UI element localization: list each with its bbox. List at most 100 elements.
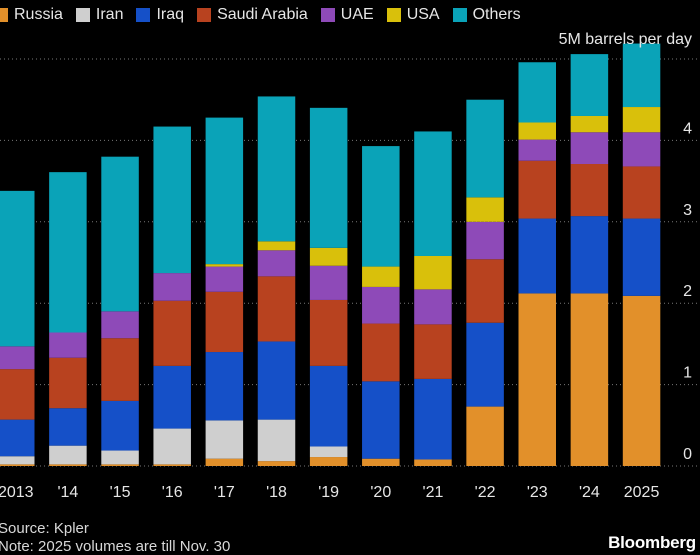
bar-segment-russia-18 bbox=[257, 461, 296, 466]
bar-segment-saudi-arabia-16 bbox=[153, 300, 191, 366]
bar-segment-iraq-19 bbox=[309, 365, 348, 447]
legend-item-iraq: Iraq bbox=[136, 6, 184, 24]
bar-segment-usa-19 bbox=[309, 247, 348, 266]
legend-swatch bbox=[0, 8, 8, 22]
bar-segment-russia-25 bbox=[622, 295, 661, 466]
x-tick-label: 2013 bbox=[0, 484, 34, 501]
legend-swatch bbox=[75, 8, 90, 22]
bar-segment-saudi-arabia-19 bbox=[309, 299, 348, 366]
bar-segment-uae-24 bbox=[570, 132, 609, 165]
bar-segment-saudi-arabia-21 bbox=[414, 324, 452, 379]
bar-segment-usa-22 bbox=[466, 197, 504, 222]
x-tick-label: '22 bbox=[475, 484, 496, 501]
y-tick-label: 1 bbox=[683, 365, 692, 382]
y-tick-label: 4 bbox=[683, 120, 692, 137]
bar-segment-russia-22 bbox=[466, 406, 504, 466]
bar-segment-usa-21 bbox=[414, 255, 452, 290]
legend-swatch bbox=[452, 8, 467, 22]
bar-segment-iraq-14 bbox=[49, 408, 87, 446]
bar-segment-others-2013 bbox=[0, 190, 35, 347]
bar-segment-others-20 bbox=[362, 146, 400, 267]
y-tick-label: 3 bbox=[683, 202, 692, 219]
bar-segment-others-15 bbox=[101, 156, 139, 312]
legend-item-saudi-arabia: Saudi Arabia bbox=[197, 6, 308, 24]
bar-segment-others-23 bbox=[518, 62, 556, 123]
legend-item-usa: USA bbox=[386, 6, 440, 24]
bar-segment-iraq-17 bbox=[205, 352, 244, 421]
bar-segment-russia-23 bbox=[518, 293, 556, 466]
legend-label: Saudi Arabia bbox=[217, 6, 308, 23]
bar-segment-iran-14 bbox=[49, 445, 87, 465]
bar-segment-iraq-15 bbox=[101, 400, 139, 451]
x-tick-label: '24 bbox=[579, 484, 600, 501]
bar-segment-russia-17 bbox=[205, 458, 244, 466]
bar-segment-iran-19 bbox=[309, 446, 348, 458]
bar-segment-iran-18 bbox=[257, 419, 296, 462]
bar-segment-saudi-arabia-23 bbox=[518, 160, 556, 219]
bar-segment-others-21 bbox=[414, 131, 452, 256]
bar-segment-others-14 bbox=[49, 172, 87, 333]
x-tick-label: '20 bbox=[370, 484, 391, 501]
bar-segment-saudi-arabia-17 bbox=[205, 291, 244, 353]
bar-segment-uae-17 bbox=[205, 266, 244, 292]
bar-segment-iraq-2013 bbox=[0, 419, 35, 457]
legend-label: Iran bbox=[95, 6, 124, 23]
bar-segment-uae-19 bbox=[309, 265, 348, 300]
x-axis-ticks: 2013 '14 '15 '16 '17 '18 '19 '20 '21 '22 '23 '24 202… bbox=[0, 484, 659, 501]
bar-segment-uae-21 bbox=[414, 289, 452, 325]
x-tick-label: '16 bbox=[162, 484, 183, 501]
legend-swatch bbox=[386, 8, 401, 22]
bar-segment-iraq-21 bbox=[414, 378, 452, 460]
legend-swatch bbox=[197, 8, 212, 22]
legend-item-russia: Russia bbox=[0, 6, 63, 24]
bar-segment-uae-23 bbox=[518, 139, 556, 161]
x-tick-label: '23 bbox=[527, 484, 548, 501]
bar-segment-iraq-24 bbox=[570, 216, 609, 294]
bar-segment-iran-15 bbox=[101, 450, 139, 465]
bar-segment-saudi-arabia-18 bbox=[257, 276, 296, 342]
bar-segment-russia-16 bbox=[153, 464, 191, 466]
bar-segment-usa-18 bbox=[257, 241, 296, 251]
bar-segment-uae-20 bbox=[362, 286, 400, 324]
bar-segment-russia-15 bbox=[101, 464, 139, 466]
legend-label: Russia bbox=[14, 6, 63, 23]
bar-segment-saudi-arabia-15 bbox=[101, 338, 139, 401]
x-tick-label: 2025 bbox=[624, 484, 660, 501]
x-tick-label: '18 bbox=[266, 484, 287, 501]
bar-segment-iraq-22 bbox=[466, 322, 504, 407]
bar-segment-usa-20 bbox=[362, 266, 400, 287]
bar-segment-uae-22 bbox=[466, 221, 504, 260]
bar-segment-others-18 bbox=[257, 96, 296, 242]
bar-segment-russia-19 bbox=[309, 457, 348, 466]
bar-segment-others-16 bbox=[153, 126, 191, 274]
bar-segment-saudi-arabia-22 bbox=[466, 259, 504, 323]
bar-segment-russia-2013 bbox=[0, 464, 35, 466]
y-tick-label: 2 bbox=[683, 283, 692, 300]
legend-label: Others bbox=[472, 6, 521, 23]
bar-segment-uae-18 bbox=[257, 250, 296, 277]
legend-swatch bbox=[320, 8, 335, 22]
bar-segment-others-22 bbox=[466, 99, 504, 198]
legend-item-others: Others bbox=[452, 6, 521, 24]
source-note: Source: Kpler bbox=[0, 520, 89, 537]
bar-segment-iran-16 bbox=[153, 428, 191, 465]
bar-segment-saudi-arabia-14 bbox=[49, 357, 87, 409]
footnote: Note: 2025 volumes are till Nov. 30 bbox=[0, 538, 231, 555]
x-tick-label: '17 bbox=[214, 484, 235, 501]
bar-segment-others-17 bbox=[205, 117, 244, 265]
y-axis-ticks: 0 1 2 3 4 bbox=[683, 120, 692, 463]
x-tick-label: '15 bbox=[110, 484, 131, 501]
legend: Russia Iran Iraq Saudi Arabia UAE USA Others bbox=[0, 4, 534, 26]
legend-item-iran: Iran bbox=[75, 6, 124, 24]
bar-segment-russia-24 bbox=[570, 293, 609, 466]
bar-segment-uae-25 bbox=[622, 132, 661, 167]
bar-segment-saudi-arabia-24 bbox=[570, 164, 609, 217]
x-tick-label: '19 bbox=[318, 484, 339, 501]
x-tick-label: '21 bbox=[423, 484, 444, 501]
legend-item-uae: UAE bbox=[320, 6, 374, 24]
bar-segment-iraq-25 bbox=[622, 218, 661, 296]
bar-segment-usa-24 bbox=[570, 115, 609, 133]
bar-segment-saudi-arabia-25 bbox=[622, 166, 661, 219]
bar-segment-uae-15 bbox=[101, 311, 139, 339]
